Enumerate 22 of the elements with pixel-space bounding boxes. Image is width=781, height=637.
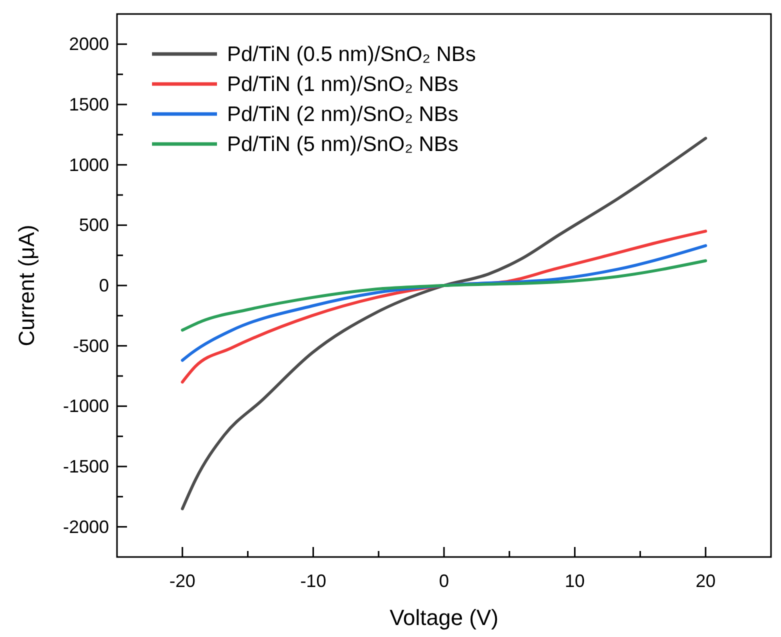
x-axis-title: Voltage (V) [390, 605, 498, 630]
y-tick-label: 1500 [68, 94, 109, 114]
y-tick-label: 1000 [68, 154, 109, 175]
x-tick-label: -20 [169, 571, 196, 591]
x-tick-label: 0 [438, 571, 450, 591]
legend-label: Pd/TiN (0.5 nm)/SnO₂ NBs [227, 43, 476, 66]
y-tick-label: -2000 [62, 516, 109, 537]
legend-label: Pd/TiN (2 nm)/SnO₂ NBs [227, 103, 458, 126]
y-tick-label: 2000 [68, 34, 109, 54]
legend-label: Pd/TiN (1 nm)/SnO₂ NBs [227, 73, 458, 96]
line-series [180, 136, 708, 510]
legend-label: Pd/TiN (5 nm)/SnO₂ NBs [227, 133, 458, 156]
y-tick-label: 0 [98, 276, 109, 296]
x-tick-label: -10 [300, 571, 326, 591]
line-series [180, 259, 708, 332]
y-tick-label: -500 [72, 336, 109, 356]
y-tick-label: -1500 [62, 456, 109, 476]
x-tick-label: 10 [564, 571, 585, 591]
y-axis-title: Current (μA) [14, 224, 39, 346]
y-tick-label: -1000 [62, 396, 109, 416]
x-tick-label: 20 [696, 571, 716, 591]
y-tick-label: 500 [78, 215, 109, 236]
